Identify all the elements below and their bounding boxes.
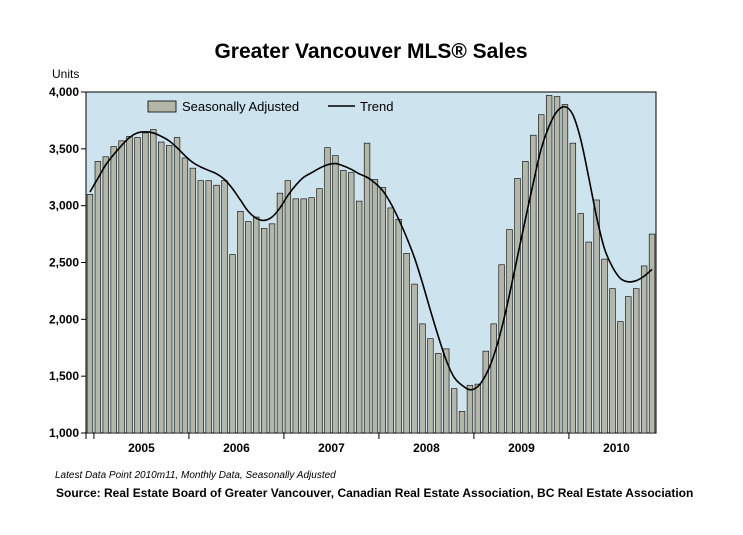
bar: [348, 172, 355, 434]
bar: [237, 211, 244, 434]
y-tick-label: 1,500: [49, 369, 79, 383]
legend-label-trend: Trend: [360, 99, 393, 114]
bar: [253, 216, 260, 434]
bar: [411, 283, 418, 434]
bar: [585, 241, 592, 434]
y-tick-label: 3,500: [49, 142, 79, 156]
bar: [387, 207, 394, 434]
plot-area: [85, 91, 657, 434]
bar: [617, 321, 624, 434]
bar: [189, 167, 197, 434]
y-tick-label: 2,500: [49, 256, 79, 270]
bar: [332, 155, 339, 434]
bar: [569, 142, 577, 434]
bar: [316, 188, 323, 434]
bar: [379, 187, 387, 434]
bar: [506, 229, 513, 434]
bar: [308, 197, 315, 434]
chart-title: Greater Vancouver MLS® Sales: [214, 40, 527, 63]
bar: [165, 145, 173, 434]
bar: [94, 161, 102, 434]
bar: [443, 348, 450, 434]
bar: [498, 264, 505, 434]
bar: [371, 179, 379, 434]
bar: [545, 95, 553, 434]
bar: [300, 198, 307, 434]
bar: [221, 180, 228, 434]
bar: [118, 140, 125, 434]
bar: [514, 178, 521, 434]
bar: [284, 180, 292, 434]
trend-line: [89, 105, 653, 391]
bar: [134, 137, 141, 434]
bar: [213, 184, 220, 434]
y-axis-label: Units: [52, 67, 79, 81]
bar: [625, 296, 632, 434]
bar: [466, 384, 474, 434]
bar: [197, 180, 204, 434]
bar: [158, 141, 165, 434]
bar: [577, 213, 584, 434]
bar: [102, 156, 109, 434]
bar: [609, 288, 616, 434]
bar: [648, 233, 656, 434]
bar: [126, 136, 133, 434]
bar: [205, 180, 212, 434]
legend: Seasonally Adjusted Trend: [147, 99, 393, 114]
bar: [181, 157, 189, 434]
bar: [553, 96, 561, 434]
x-tick-label: 2008: [413, 441, 440, 455]
bar: [142, 132, 149, 434]
bar: [268, 223, 276, 434]
bar: [355, 200, 363, 434]
bar: [450, 388, 458, 434]
bar: [435, 353, 442, 434]
bar: [482, 350, 489, 434]
bar: [474, 383, 482, 434]
bar: [633, 288, 640, 434]
bar: [340, 170, 347, 434]
x-tick-label: 2006: [223, 441, 250, 455]
bar: [173, 137, 181, 434]
legend-label-seasonally-adjusted: Seasonally Adjusted: [182, 99, 299, 114]
bar: [245, 221, 252, 434]
bar: [522, 161, 529, 434]
bar: [427, 338, 434, 434]
bar: [601, 258, 608, 434]
bar: [395, 219, 402, 434]
bar: [458, 411, 466, 434]
source-note: Source: Real Estate Board of Greater Van…: [56, 486, 693, 500]
bar: [150, 129, 157, 434]
y-tick-label: 4,000: [49, 85, 79, 99]
bar: [276, 192, 284, 434]
bar: [260, 228, 268, 434]
bar: [403, 253, 410, 434]
y-tick-label: 1,000: [49, 426, 79, 440]
y-axis: 1,000 1,500 2,000 2,500 3,000 3,500 4,000: [49, 85, 86, 440]
bar: [490, 323, 497, 434]
x-tick-label: 2007: [318, 441, 345, 455]
bar: [561, 104, 569, 434]
y-tick-label: 2,000: [49, 312, 79, 326]
bar: [229, 254, 236, 434]
bar: [530, 134, 537, 434]
x-tick-label: 2009: [508, 441, 535, 455]
bar: [324, 147, 331, 434]
x-tick-label: 2010: [603, 441, 630, 455]
y-tick-label: 3,000: [49, 199, 79, 213]
bar: [419, 323, 426, 434]
legend-bar-swatch: [147, 100, 177, 113]
bar: [110, 146, 117, 434]
x-tick-label: 2005: [128, 441, 155, 455]
bar: [593, 199, 600, 434]
bar: [640, 265, 648, 434]
bar: [538, 114, 545, 434]
data-note: Latest Data Point 2010m11, Monthly Data,…: [55, 470, 336, 481]
bar: [363, 142, 371, 434]
bar: [86, 194, 94, 434]
bar-series: [86, 95, 656, 434]
x-axis: 2005 2006 2007 2008 2009 2010: [85, 433, 630, 455]
bar: [292, 198, 299, 434]
